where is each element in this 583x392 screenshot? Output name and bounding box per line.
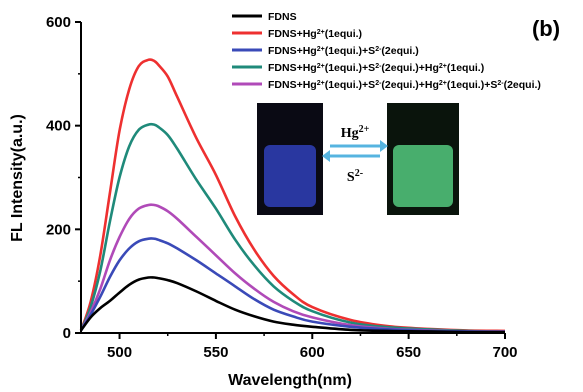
x-tick-label: 700	[492, 344, 517, 361]
y-ticks: 0 200 400 600	[46, 14, 81, 342]
series-line-2	[79, 58, 506, 333]
y-tick-label: 200	[46, 221, 71, 238]
legend-label: FDNS+Hg2+(1equi.)+S2-(2equi.)+Hg2+(1equi…	[268, 79, 541, 91]
legend: FDNS FDNS+Hg2+(1equi.) FDNS+Hg2+(1equi.)+S…	[232, 11, 541, 91]
x-ticks: 500 550 600 650 700	[107, 333, 518, 361]
panel-label: (b)	[532, 16, 560, 41]
series-line-3	[79, 237, 506, 334]
forward-arrowhead	[380, 140, 388, 152]
series-line-4	[79, 122, 506, 333]
series-line-1	[79, 276, 505, 334]
left-vial-glow	[264, 145, 316, 207]
y-tick-label: 600	[46, 14, 71, 31]
reverse-arrowhead	[322, 150, 330, 162]
x-tick-label: 500	[107, 344, 132, 361]
plot-lines	[79, 58, 506, 334]
x-tick-label: 550	[203, 344, 228, 361]
inset-bottom-label: S2-	[347, 168, 363, 186]
legend-label: FDNS+Hg2+(1equi.)+S2-(2equi.)+Hg2+(1equi…	[268, 62, 484, 74]
legend-label: FDNS+Hg2+(1equi.)+S2-(2equi.)	[268, 45, 419, 57]
x-axis-title: Wavelength(nm)	[228, 372, 352, 389]
legend-label: FDNS	[268, 11, 297, 23]
x-tick-label: 600	[300, 344, 325, 361]
series-line-5	[79, 203, 506, 333]
right-vial-glow	[393, 145, 453, 207]
y-tick-label: 0	[63, 325, 71, 342]
y-tick-label: 400	[46, 118, 71, 135]
legend-label: FDNS+Hg2+(1equi.)	[268, 28, 362, 40]
y-axis-title: FL Intensity(a.u.)	[9, 114, 26, 242]
inset-photo: Hg2+ S2-	[257, 103, 459, 215]
x-tick-label: 650	[396, 344, 421, 361]
inset-top-label: Hg2+	[341, 124, 370, 142]
